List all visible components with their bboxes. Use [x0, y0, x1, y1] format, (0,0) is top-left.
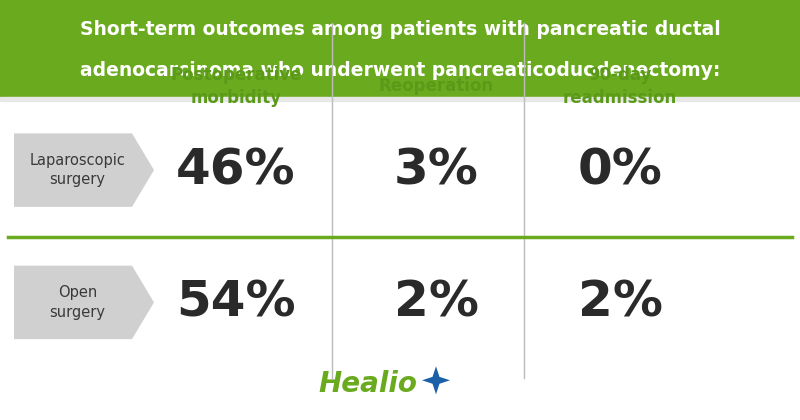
Text: 46%: 46%: [176, 146, 296, 194]
Text: Open
surgery: Open surgery: [50, 285, 106, 320]
Text: 0%: 0%: [578, 146, 662, 194]
Text: 54%: 54%: [176, 278, 296, 326]
Text: adenocarcinoma who underwent pancreaticoduodenectomy:: adenocarcinoma who underwent pancreatico…: [80, 60, 720, 80]
Text: 3%: 3%: [394, 146, 478, 194]
Polygon shape: [14, 134, 154, 207]
Polygon shape: [422, 366, 450, 394]
Text: 2%: 2%: [578, 278, 662, 326]
Text: Reoperation: Reoperation: [378, 77, 494, 95]
Text: Postoperative
morbidity: Postoperative morbidity: [170, 66, 302, 107]
Text: Laparoscopic
surgery: Laparoscopic surgery: [30, 153, 126, 187]
Text: 2%: 2%: [394, 278, 478, 326]
Text: Healio: Healio: [318, 370, 418, 398]
Bar: [0, 97, 800, 102]
Bar: [0, 0, 800, 97]
Text: Short-term outcomes among patients with pancreatic ductal: Short-term outcomes among patients with …: [80, 20, 720, 39]
Polygon shape: [14, 265, 154, 339]
Text: 90-day
readmission: 90-day readmission: [563, 66, 677, 107]
